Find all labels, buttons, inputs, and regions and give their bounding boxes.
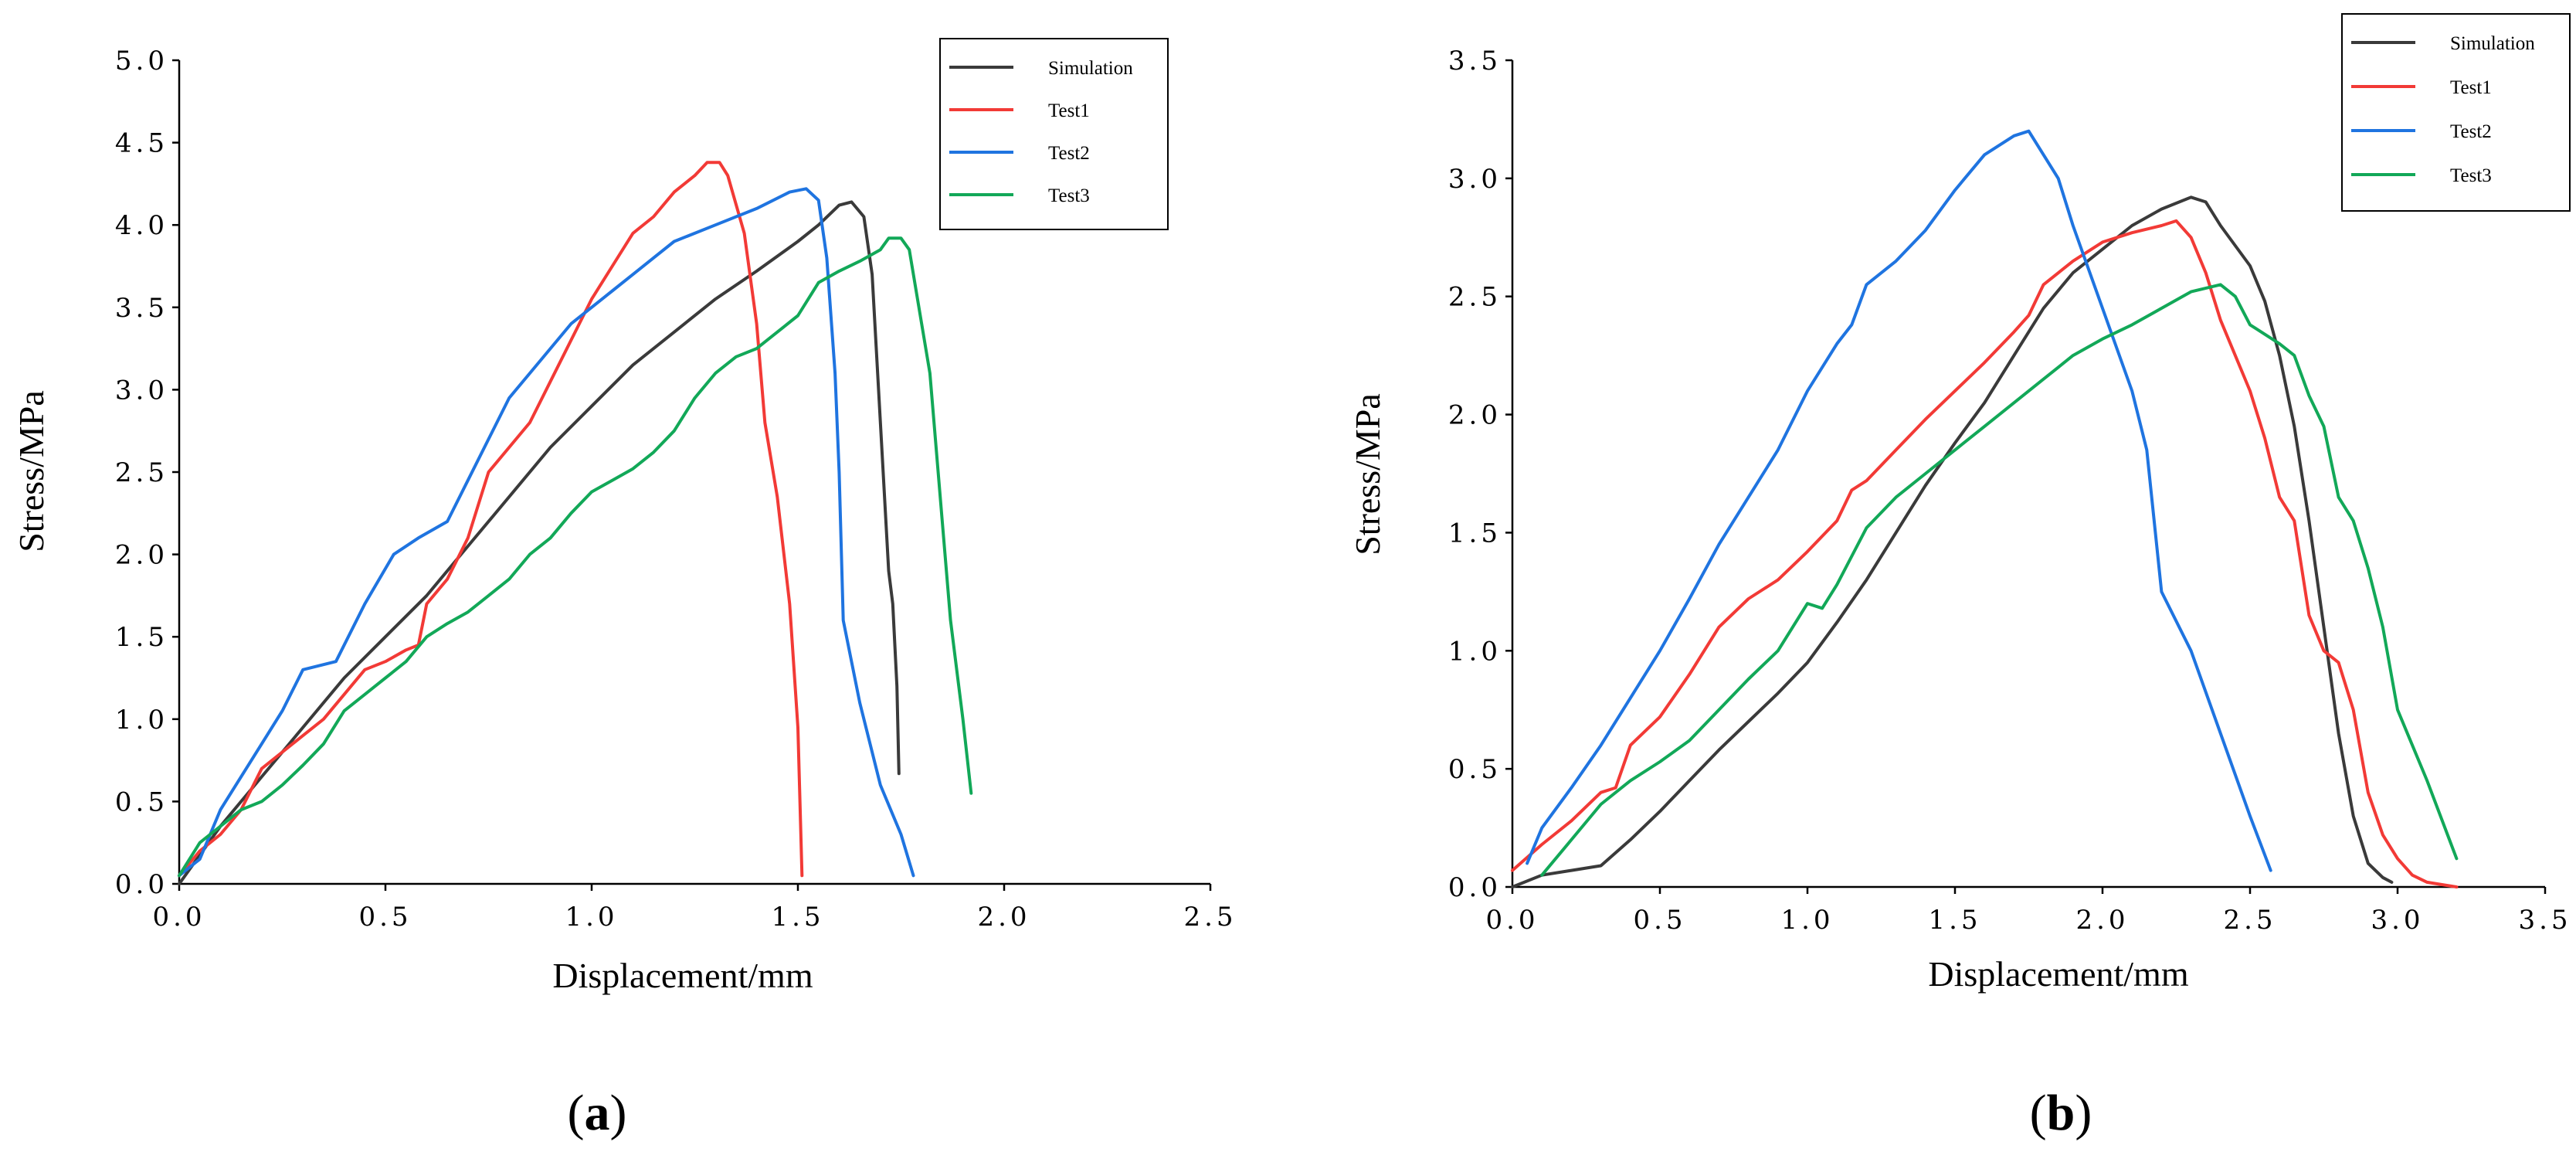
chart-a-legend-box [939,38,1169,230]
chart-a-y-axis-title: Stress/MPa [12,390,51,552]
chart-b-legend-label-test2: Test2 [2450,121,2492,142]
chart-b-y-tick-label: 3.5 [1448,46,1502,76]
chart-a-legend: Simulation Test1 Test2 Test3 [939,38,1169,230]
chart-b-x-ticks: 0.0 0.5 1.0 1.5 2.0 2.5 3.0 3.5 [1485,887,2571,936]
chart-b-x-tick-label: 1.0 [1780,905,1834,936]
chart-a-y-tick-label: 0.0 [115,869,168,900]
chart-a-y-tick-label: 5.0 [115,46,168,76]
chart-b-y-tick-label: 2.0 [1448,400,1502,431]
chart-b-y-tick-label: 0.0 [1448,872,1502,903]
chart-b-axes [1511,60,2545,888]
chart-b-y-tick-label: 0.5 [1448,754,1502,785]
chart-a-y-tick-label: 1.5 [115,622,168,653]
chart-a-panel-letter: a [585,1085,610,1141]
chart-b-y-ticks: 0.0 0.5 1.0 1.5 2.0 2.5 3.0 3.5 [1448,46,1512,903]
chart-b-x-tick-label: 0.5 [1633,905,1686,936]
chart-b-panel-letter: b [2047,1085,2075,1141]
chart-a-x-axis-title: Displacement/mm [552,956,813,995]
chart-b-x-tick-label: 3.5 [2518,905,2571,936]
chart-b-y-tick-label: 3.0 [1448,164,1502,195]
chart-b-series-test1-line [1511,219,2459,888]
chart-a-y-tick-label: 1.0 [115,705,168,736]
chart-a-y-tick-label: 4.0 [115,210,168,241]
chart-a-legend-label-test1: Test1 [1048,100,1090,121]
chart-b-legend-label-test1: Test1 [2450,77,2492,98]
chart-a-x-tick-label: 2.0 [977,902,1030,933]
chart-b-y-tick-label: 1.5 [1448,518,1502,549]
chart-a-x-tick-label: 0.0 [152,902,205,933]
chart-a-x-tick-label: 1.0 [565,902,618,933]
chart-a-y-tick-label: 3.0 [115,375,168,406]
chart-b-x-axis-title: Displacement/mm [1928,954,2188,994]
chart-a-legend-label-test3: Test3 [1048,185,1090,206]
chart-a-series-test1-line [178,161,804,878]
chart-a-series [178,161,973,885]
chart-a-y-tick-label: 0.5 [115,787,168,817]
chart-b-x-tick-label: 2.5 [2223,905,2276,936]
chart-a-legend-label-simulation: Simulation [1048,58,1133,79]
chart-b-x-tick-label: 1.5 [1928,905,1981,936]
chart-a-y-tick-label: 3.5 [115,293,168,324]
chart-b-series-simulation-line [1511,195,2394,888]
chart-a-x-tick-label: 2.5 [1183,902,1237,933]
chart-b-y-tick-label: 1.0 [1448,636,1502,667]
chart-a: 0.0 0.5 1.0 1.5 2.0 2.5 3.0 3.5 4.0 4.5 5.0 0.0 0.5… [12,38,1237,1141]
chart-a-series-simulation-line [178,200,901,885]
chart-b: 0.0 0.5 1.0 1.5 2.0 2.5 3.0 3.5 0.0 0.5 1.0 1.5 2.0… [1348,13,2571,1141]
chart-b-series-test3-line [1540,283,2459,877]
chart-a-legend-entries: Simulation Test1 Test2 Test3 [949,58,1133,206]
chart-b-x-tick-label: 2.0 [2075,905,2129,936]
chart-a-panel-label: (a) [568,1085,627,1141]
chart-b-legend-label-test3: Test3 [2450,165,2492,186]
chart-b-y-tick-label: 2.5 [1448,282,1502,313]
chart-b-legend-label-simulation: Simulation [2450,33,2535,54]
chart-a-y-tick-label: 2.0 [115,540,168,571]
chart-b-panel-label: (b) [2030,1085,2092,1141]
chart-a-x-tick-label: 0.5 [358,902,412,933]
chart-a-x-tick-label: 1.5 [771,902,824,933]
chart-b-series-test2-line [1526,129,2272,872]
chart-a-y-tick-label: 4.5 [115,128,168,159]
chart-b-legend-box [2341,13,2571,212]
chart-a-y-ticks: 0.0 0.5 1.0 1.5 2.0 2.5 3.0 3.5 4.0 4.5 5.0 [115,46,179,900]
chart-b-series [1511,129,2459,888]
chart-a-y-tick-label: 2.5 [115,457,168,488]
chart-a-series-test2-line [178,187,915,878]
chart-b-y-axis-title: Stress/MPa [1348,393,1387,556]
chart-a-series-test3-line [178,236,973,878]
chart-b-x-tick-label: 0.0 [1485,905,1539,936]
chart-a-x-ticks: 0.0 0.5 1.0 1.5 2.0 2.5 [152,884,1237,933]
chart-a-legend-label-test2: Test2 [1048,143,1090,164]
chart-b-legend-entries: Simulation Test1 Test2 Test3 [2351,33,2535,186]
chart-b-x-tick-label: 3.0 [2371,905,2424,936]
chart-b-legend: Simulation Test1 Test2 Test3 [2341,13,2571,212]
